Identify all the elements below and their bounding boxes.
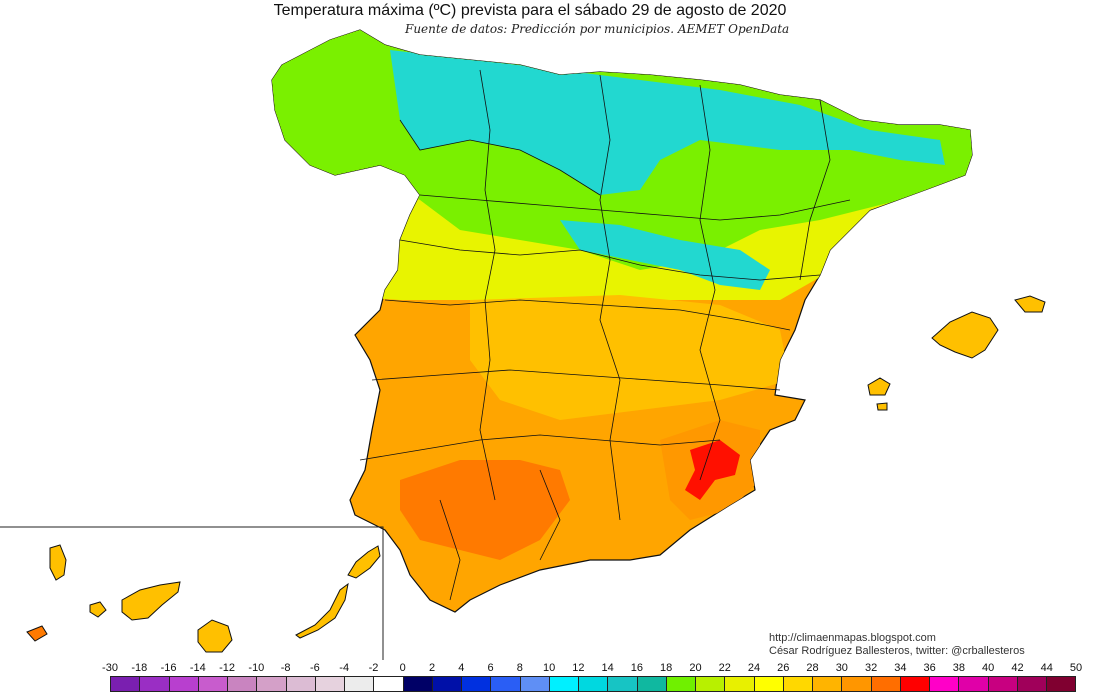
legend-swatch bbox=[579, 677, 609, 691]
legend-label: -4 bbox=[339, 662, 350, 674]
legend-label: 6 bbox=[487, 662, 494, 674]
province-borders bbox=[359, 69, 851, 601]
legend-label: 18 bbox=[660, 662, 673, 674]
mallorca-island bbox=[931, 311, 999, 359]
legend-label: 36 bbox=[923, 662, 936, 674]
legend-label: 34 bbox=[894, 662, 907, 674]
author-credit: César Rodríguez Ballesteros, twitter: @c… bbox=[769, 645, 1025, 657]
legend-label: 22 bbox=[718, 662, 731, 674]
legend-bar bbox=[110, 676, 1076, 692]
legend-swatch bbox=[462, 677, 492, 691]
legend-swatch bbox=[871, 677, 901, 691]
legend-swatch bbox=[754, 677, 784, 691]
el-hierro-island bbox=[26, 625, 48, 642]
legend-label: -14 bbox=[189, 662, 206, 674]
la-palma-island bbox=[49, 544, 67, 581]
legend-swatch bbox=[988, 677, 1018, 691]
legend-swatch bbox=[1017, 677, 1047, 691]
zone-extreme bbox=[685, 440, 740, 500]
menorca-island bbox=[1014, 295, 1046, 313]
legend-label: 50 bbox=[1069, 662, 1083, 674]
legend-swatch bbox=[637, 677, 667, 691]
legend-label: 10 bbox=[542, 662, 556, 674]
canarias-inset-frame bbox=[0, 526, 384, 660]
lanzarote-island bbox=[347, 545, 381, 579]
legend-swatch bbox=[842, 677, 872, 691]
legend-label: 28 bbox=[806, 662, 819, 674]
legend-swatch bbox=[432, 677, 462, 691]
legend-swatch bbox=[549, 677, 579, 691]
legend-label: 42 bbox=[1011, 662, 1024, 674]
legend-swatch bbox=[696, 677, 726, 691]
zone-cool-iberian bbox=[560, 220, 770, 290]
legend-label: -12 bbox=[219, 662, 236, 674]
legend-swatch bbox=[608, 677, 638, 691]
legend-label: -8 bbox=[280, 662, 291, 674]
legend-swatch bbox=[1047, 677, 1076, 691]
legend-label: -6 bbox=[310, 662, 320, 674]
map-title: Temperatura máxima (ºC) prevista para el… bbox=[273, 2, 787, 19]
legend-swatch bbox=[257, 677, 287, 691]
peninsula-region bbox=[271, 29, 973, 613]
legend-swatch bbox=[374, 677, 404, 691]
legend-swatch bbox=[345, 677, 375, 691]
canarias-region bbox=[26, 544, 381, 653]
legend-label: -2 bbox=[368, 662, 379, 674]
legend-label: -18 bbox=[131, 662, 148, 674]
map-subtitle: Fuente de datos: Predicción por municipi… bbox=[405, 22, 790, 36]
legend-swatch bbox=[813, 677, 843, 691]
legend-swatch bbox=[520, 677, 550, 691]
tenerife-island bbox=[121, 581, 181, 621]
legend-label: -16 bbox=[160, 662, 177, 674]
legend-label: 8 bbox=[516, 662, 523, 674]
fuerteventura-island bbox=[295, 582, 349, 639]
temperature-map bbox=[0, 29, 1046, 660]
color-legend: -30 -18 -16 -14 -12 -10 -8 -6 -4 -2 0 2 4 6 8 10 12 14 16 1… bbox=[102, 662, 1082, 696]
legend-swatch bbox=[169, 677, 199, 691]
legend-label: 30 bbox=[835, 662, 848, 674]
blog-credit: http://climaenmapas.blogspot.com bbox=[769, 632, 936, 644]
legend-label: 16 bbox=[630, 662, 644, 674]
baleares-region bbox=[867, 295, 1046, 411]
legend-swatch bbox=[198, 677, 228, 691]
gran-canaria-island bbox=[197, 619, 233, 653]
zone-hottest bbox=[400, 460, 570, 560]
legend-labels: -30 -18 -16 -14 -12 -10 -8 -6 -4 -2 0 2 4 6 8 10 12 14 16 1… bbox=[102, 662, 1082, 676]
legend-swatch bbox=[140, 677, 170, 691]
zone-hot bbox=[470, 295, 790, 420]
legend-swatch bbox=[491, 677, 521, 691]
legend-label: 40 bbox=[982, 662, 995, 674]
legend-swatch bbox=[286, 677, 316, 691]
legend-swatch bbox=[900, 677, 930, 691]
zone-cool bbox=[390, 50, 945, 195]
legend-label: 0 bbox=[399, 662, 406, 674]
legend-swatch bbox=[959, 677, 989, 691]
legend-label: 12 bbox=[572, 662, 585, 674]
legend-label: 44 bbox=[1040, 662, 1053, 674]
legend-label: 38 bbox=[952, 662, 966, 674]
legend-swatch bbox=[783, 677, 813, 691]
legend-label: 24 bbox=[747, 662, 761, 674]
legend-swatch bbox=[315, 677, 345, 691]
formentera-island bbox=[876, 402, 888, 411]
legend-label: 20 bbox=[689, 662, 702, 674]
legend-label: 4 bbox=[458, 662, 465, 674]
ibiza-island bbox=[867, 377, 891, 396]
legend-swatch bbox=[666, 677, 696, 691]
legend-swatch bbox=[228, 677, 258, 691]
legend-label: 26 bbox=[777, 662, 790, 674]
legend-label: -10 bbox=[248, 662, 265, 674]
la-gomera-island bbox=[89, 601, 107, 618]
legend-label: 2 bbox=[428, 662, 436, 674]
legend-swatch bbox=[403, 677, 433, 691]
legend-swatch bbox=[111, 677, 141, 691]
legend-swatch bbox=[725, 677, 755, 691]
legend-label: 14 bbox=[601, 662, 614, 674]
legend-swatch bbox=[930, 677, 960, 691]
legend-label: 32 bbox=[864, 662, 878, 674]
legend-label: -30 bbox=[102, 662, 118, 674]
